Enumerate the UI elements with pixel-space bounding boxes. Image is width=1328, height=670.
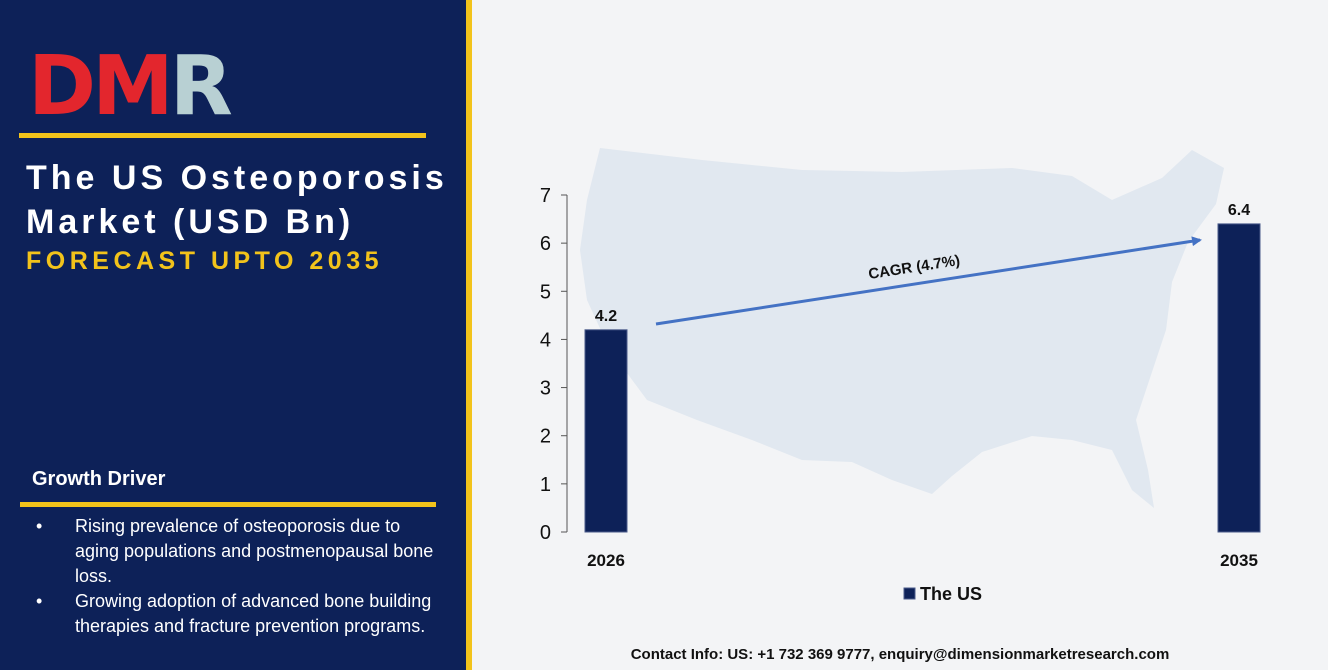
bar-2035 [1217,223,1261,533]
page-title: The US Osteoporosis Market (USD Bn) [26,159,448,241]
left-panel: DMR The US Osteoporosis Market (USD Bn) … [0,0,466,670]
title-divider [19,133,426,138]
page-subtitle: FORECAST UPTO 2035 [26,247,384,275]
y-tick-label: 5 [540,281,551,303]
x-tick-label: 2026 [587,551,625,570]
growth-driver-text: Growing adoption of advanced bone buildi… [75,591,432,636]
y-tick-label: 0 [540,522,551,544]
cagr-arrow [655,236,1202,326]
y-axis-ticks: 0 1 2 3 4 5 6 7 [540,185,567,544]
svg-text:DMR: DMR [28,40,232,120]
data-label-2026: 4.2 [595,308,617,325]
x-tick-label: 2035 [1220,551,1258,570]
bullet-icon: • [36,516,43,536]
data-labels: 4.2 6.4 [595,202,1250,325]
growth-driver-list: • Rising prevalence of osteoporosis due … [34,514,444,639]
legend-label: The US [920,584,982,604]
logo-letter-d: D [28,40,92,120]
y-tick-label: 4 [540,329,551,351]
chart-legend: The US [903,584,982,604]
us-map-background-icon [580,148,1224,508]
panel-divider [466,0,472,670]
dmr-logo: DMR [28,40,236,120]
legend-swatch-icon [903,587,916,600]
growth-driver-text: Rising prevalence of osteoporosis due to… [75,516,434,586]
growth-driver-item: • Growing adoption of advanced bone buil… [34,589,444,639]
growth-driver-divider [20,502,436,507]
y-tick-label: 2 [540,426,551,448]
growth-driver-heading: Growth Driver [32,468,166,490]
data-label-2035: 6.4 [1228,202,1250,219]
growth-driver-item: • Rising prevalence of osteoporosis due … [34,514,444,589]
bullet-icon: • [36,591,43,611]
bar-2026 [584,329,628,533]
y-tick-label: 1 [540,474,551,496]
bars [584,223,1261,533]
y-tick-label: 3 [540,378,551,400]
y-tick-label: 7 [540,185,551,207]
logo-letter-r: R [170,40,232,120]
contact-info: Contact Info: US: +1 732 369 9777, enqui… [630,646,1170,663]
x-axis-labels: 2026 2035 [587,551,1258,570]
y-tick-label: 6 [540,233,551,255]
logo-letter-m: M [92,40,170,120]
